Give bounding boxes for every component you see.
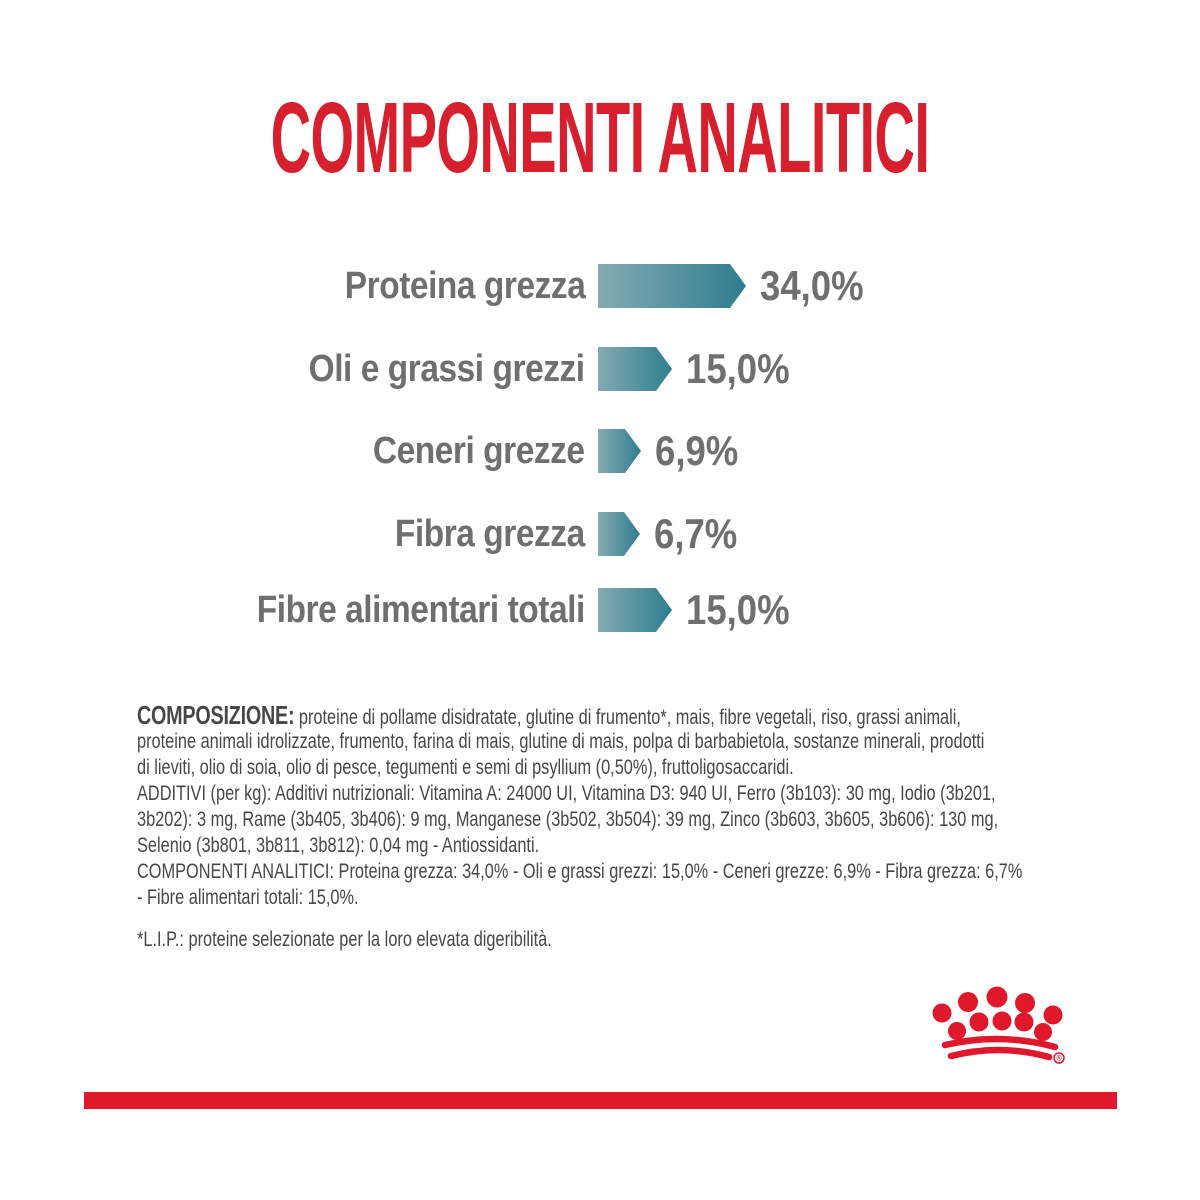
bar — [598, 512, 640, 556]
lip-footnote: *L.I.P.: proteine selezionate per la lor… — [137, 927, 552, 951]
composition-lead: COMPOSIZIONE: — [137, 700, 295, 730]
composition-line: proteine animali idrolizzate, frumento, … — [137, 729, 985, 753]
bar — [598, 347, 672, 391]
composition-line: di lieviti, olio di soia, olio di pesce,… — [137, 755, 794, 779]
svg-text:®: ® — [1056, 1054, 1062, 1063]
bar-value: 15,0% — [686, 586, 790, 633]
composition-line: ADDITIVI (per kg): Additivi nutrizionali… — [137, 781, 996, 805]
registered-mark-icon: ® — [1053, 1052, 1065, 1064]
bar — [598, 429, 641, 473]
composition-line: - Fibre alimentari totali: 15,0%. — [137, 885, 359, 909]
bar — [598, 264, 746, 308]
bar-value: 15,0% — [686, 345, 790, 392]
chart-row: Fibra grezza 6,7% — [0, 492, 1200, 576]
composition-line: Selenio (3b801, 3b811, 3b812): 0,04 mg -… — [137, 833, 540, 857]
crown-arcs — [941, 1035, 1059, 1061]
bar — [598, 588, 672, 632]
bar-label: Fibra grezza — [395, 512, 585, 555]
page-title: COMPONENTI ANALITICI — [270, 82, 930, 194]
bar-label: Fibre alimentari totali — [256, 588, 586, 631]
bottom-red-bar — [84, 1092, 1117, 1109]
bar-label: Ceneri grezze — [373, 429, 585, 472]
chart-row: Fibre alimentari totali 15,0% — [0, 568, 1200, 652]
bar-label: Proteina grezza — [344, 264, 585, 307]
royal-canin-crown-logo: ® — [932, 986, 1065, 1064]
composition-line: COMPOSIZIONE: proteine di pollame disidr… — [137, 700, 1022, 730]
bar-value: 34,0% — [760, 262, 864, 309]
bar-label: Oli e grassi grezzi — [308, 347, 585, 390]
chart-row: Proteina grezza 34,0% — [0, 244, 1200, 328]
composition-lines: proteine animali idrolizzate, frumento, … — [137, 728, 1200, 910]
crown-dots — [932, 986, 1063, 1041]
composition-line: 3b202): 3 mg, Rame (3b405, 3b406): 9 mg,… — [137, 807, 999, 831]
chart-row: Ceneri grezze 6,9% — [0, 409, 1200, 493]
bar-value: 6,9% — [655, 427, 739, 474]
composition-line: COMPONENTI ANALITICI: Proteina grezza: 3… — [137, 859, 1023, 883]
composition-intro-text: proteine di pollame disidratate, glutine… — [294, 705, 961, 729]
chart-row: Oli e grassi grezzi 15,0% — [0, 327, 1200, 411]
composition-block: COMPOSIZIONE: proteine di pollame disidr… — [137, 702, 1200, 910]
bar-value: 6,7% — [654, 510, 738, 557]
